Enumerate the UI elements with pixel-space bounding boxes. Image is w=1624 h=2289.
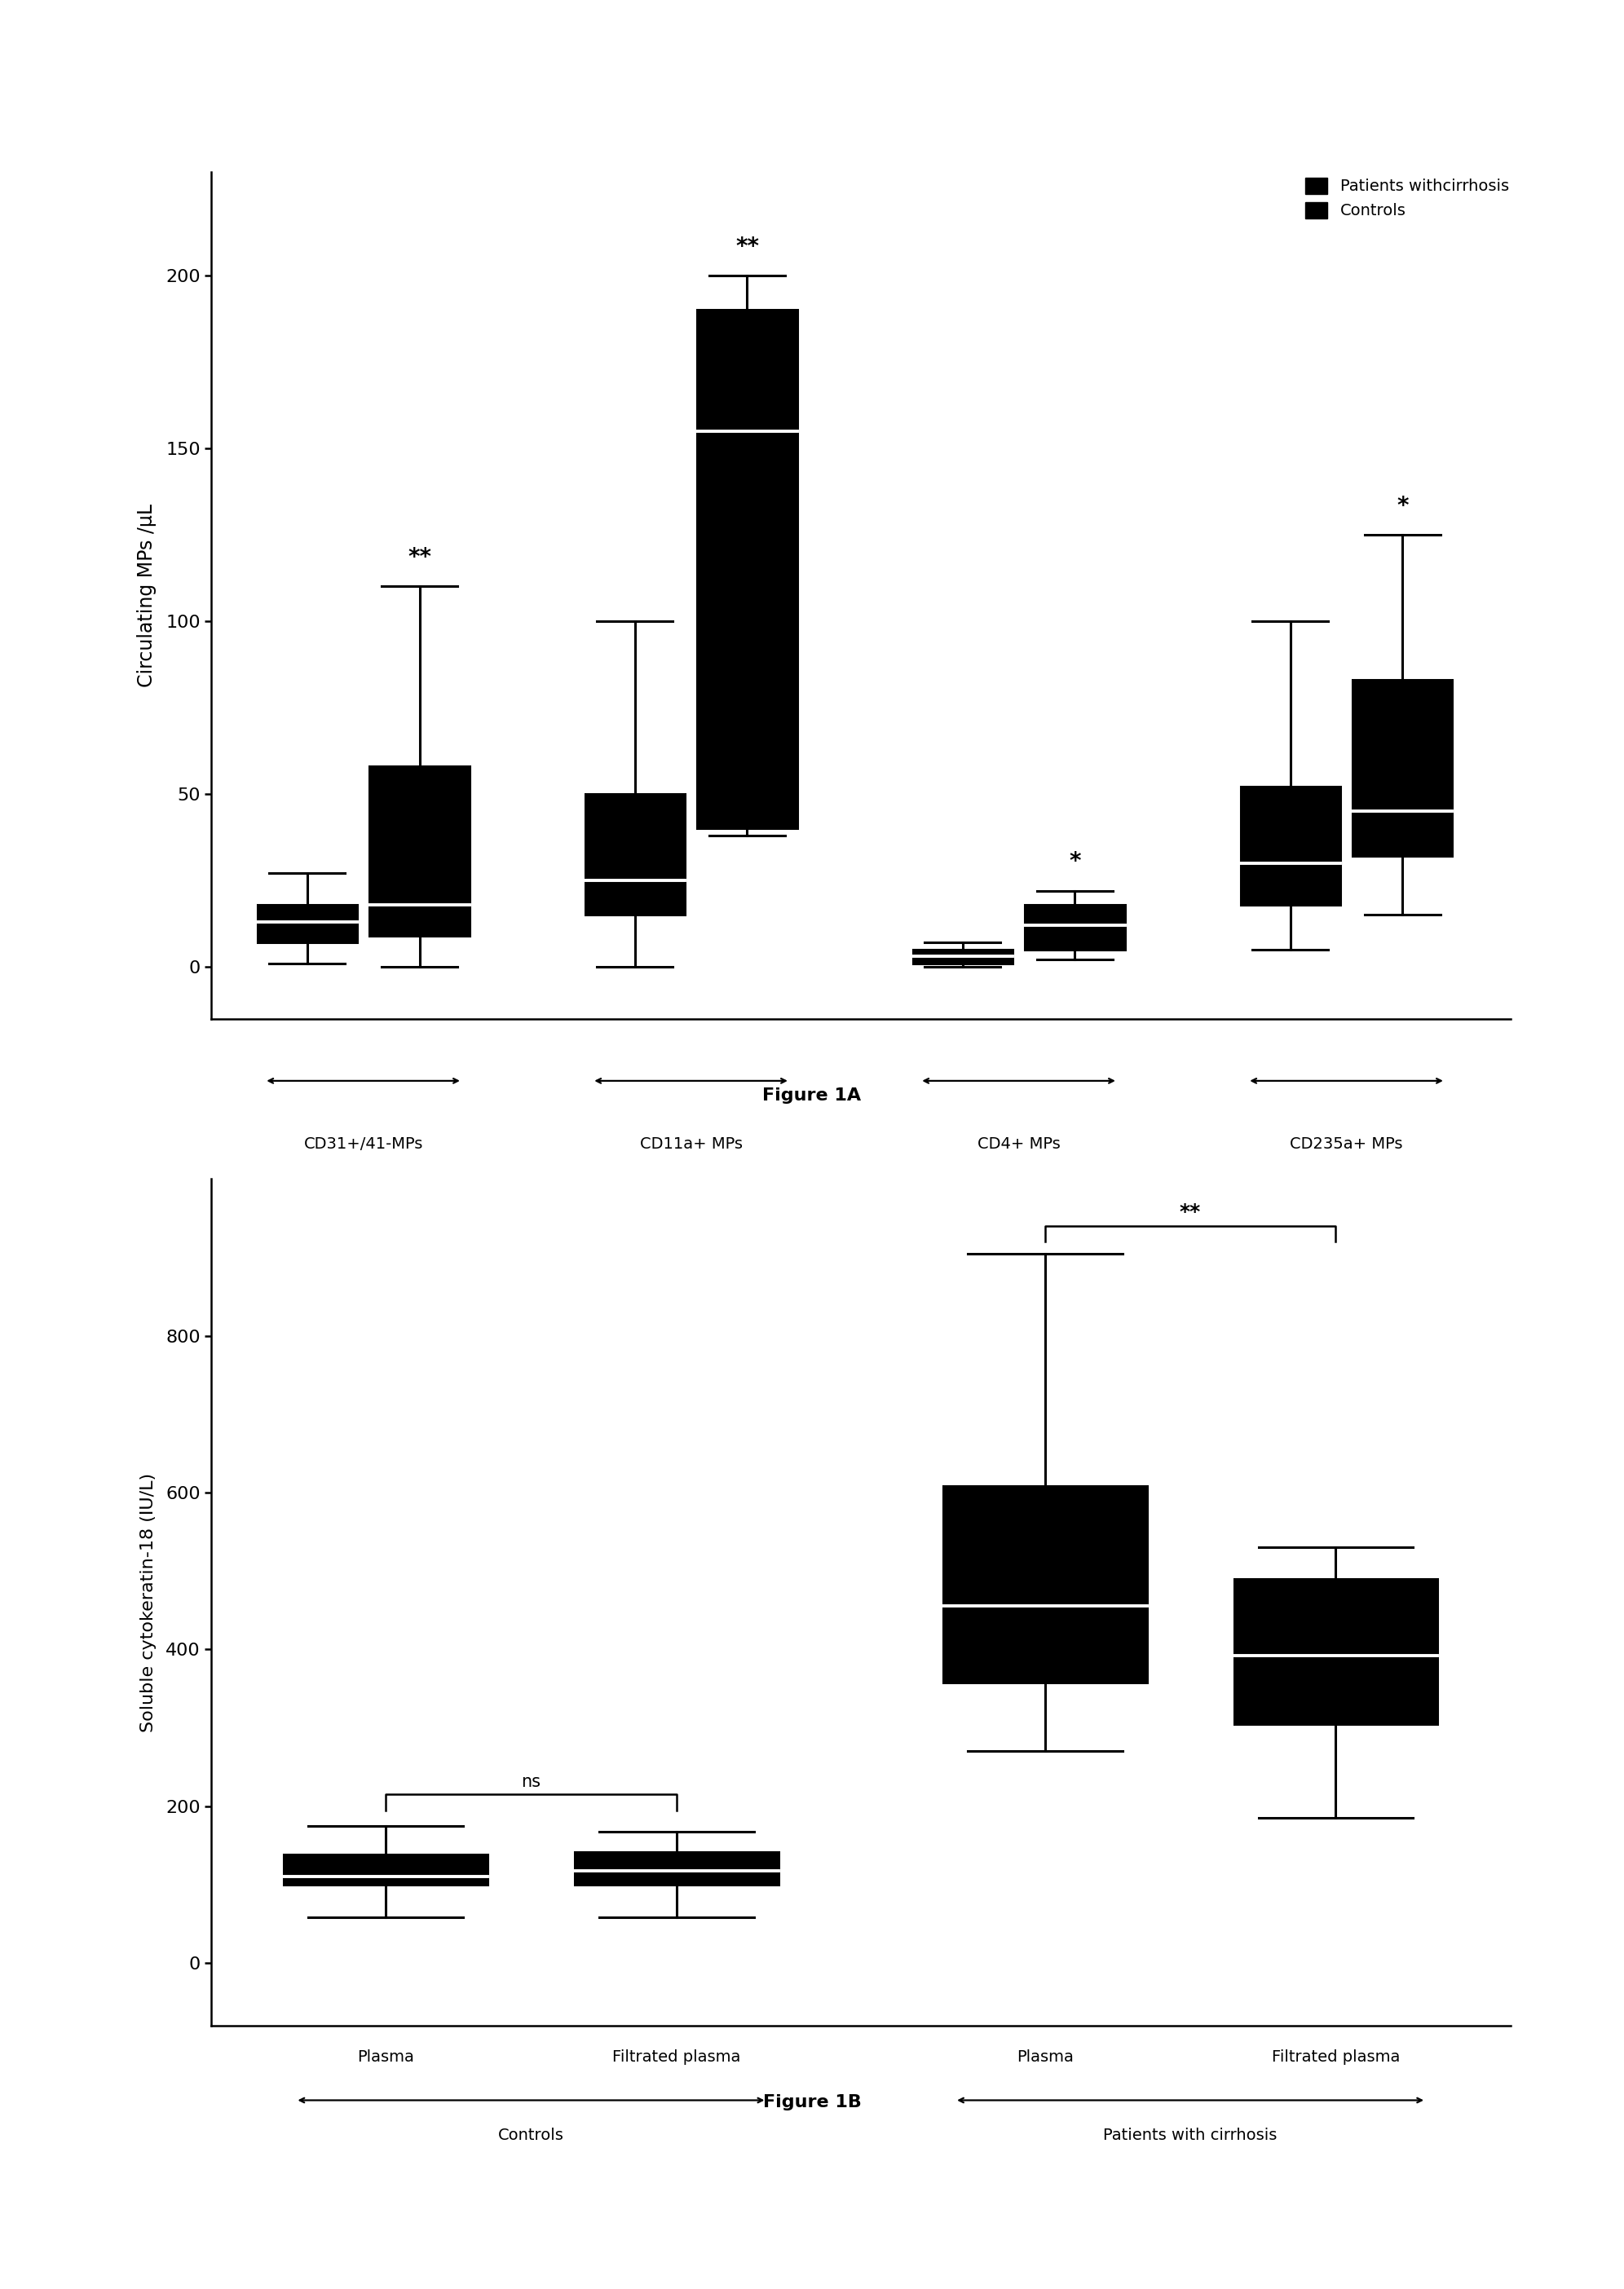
Text: CD11a+ MPs: CD11a+ MPs: [640, 1135, 742, 1151]
Text: Plasma: Plasma: [357, 2049, 414, 2065]
Text: Patients with cirrhosis: Patients with cirrhosis: [1103, 2129, 1278, 2143]
Text: Figure 1A: Figure 1A: [763, 1087, 861, 1103]
Bar: [575, 1852, 778, 1884]
Text: **: **: [1179, 1202, 1202, 1222]
Bar: [1234, 1579, 1437, 1724]
Bar: [697, 309, 797, 829]
Bar: [1241, 787, 1340, 904]
Text: Controls: Controls: [499, 2129, 564, 2143]
Text: *: *: [1069, 852, 1082, 874]
Text: Plasma: Plasma: [1017, 2049, 1073, 2065]
Text: Figure 1B: Figure 1B: [763, 2094, 861, 2110]
Text: CD235a+ MPs: CD235a+ MPs: [1289, 1135, 1403, 1151]
Text: CD4+ MPs: CD4+ MPs: [978, 1135, 1060, 1151]
Bar: [944, 1486, 1147, 1682]
Legend: Patients withcirrhosis, Controls: Patients withcirrhosis, Controls: [1299, 172, 1515, 224]
Bar: [1025, 904, 1125, 950]
Text: CD31+/41-MPs: CD31+/41-MPs: [304, 1135, 422, 1151]
Text: Filtrated plasma: Filtrated plasma: [612, 2049, 741, 2065]
Bar: [257, 904, 357, 943]
Bar: [585, 794, 685, 916]
Bar: [284, 1854, 487, 1884]
Text: ns: ns: [521, 1774, 541, 1790]
Text: *: *: [1397, 494, 1408, 517]
Text: **: **: [408, 547, 432, 570]
Y-axis label: Circulating MPs /μL: Circulating MPs /μL: [136, 504, 156, 687]
Text: Filtrated plasma: Filtrated plasma: [1272, 2049, 1400, 2065]
Bar: [1353, 680, 1452, 856]
Text: **: **: [736, 236, 758, 259]
Bar: [370, 767, 469, 936]
Y-axis label: Soluble cytokeratin-18 (IU/L): Soluble cytokeratin-18 (IU/L): [140, 1472, 156, 1733]
Bar: [913, 950, 1012, 964]
